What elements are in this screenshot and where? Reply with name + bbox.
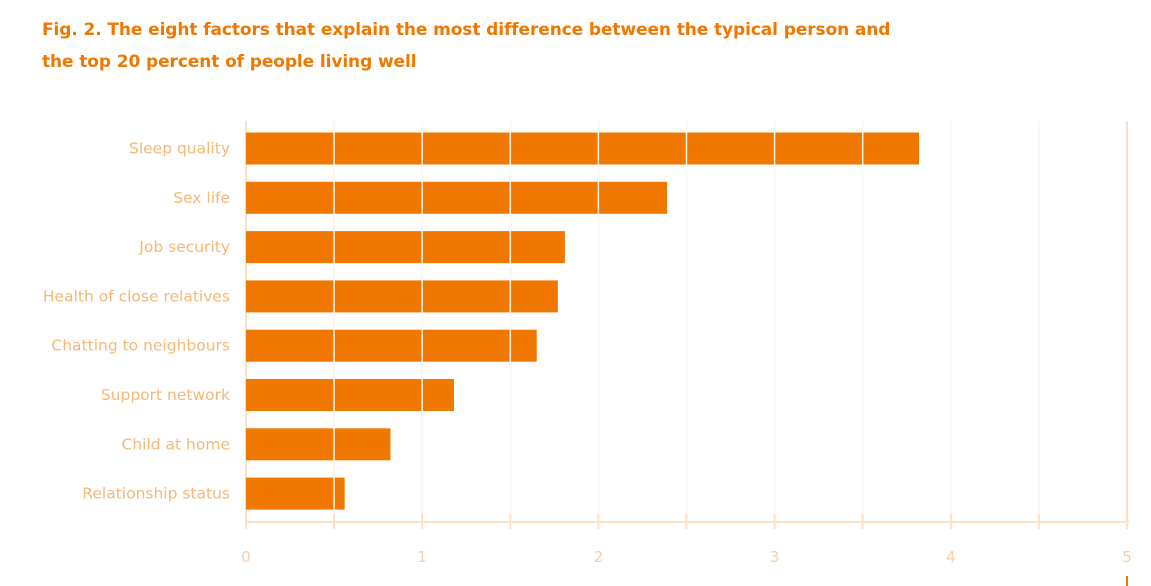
x-tick-label: 4	[946, 548, 956, 566]
category-label: Relationship status	[82, 485, 230, 503]
category-label: Job security	[138, 238, 230, 256]
bar-job-security	[246, 231, 565, 264]
category-label: Chatting to neighbours	[51, 337, 230, 355]
x-tick-label: 2	[594, 548, 604, 566]
bar-sex-life	[246, 181, 668, 214]
category-label: Child at home	[122, 435, 230, 453]
chart-title-line-2: the top 20 percent of people living well	[42, 52, 417, 72]
category-label: Health of close relatives	[43, 287, 230, 305]
x-tick-label: 0	[241, 548, 251, 566]
x-tick-label: 1	[417, 548, 427, 566]
bar-health-of-close-relatives	[246, 280, 558, 313]
bar-child-at-home	[246, 428, 391, 461]
bar-support-network	[246, 379, 454, 411]
category-label: Sex life	[173, 189, 230, 207]
chart-title: Fig. 2. The eight factors that explain t…	[42, 14, 890, 78]
x-axis-ticks: 0 1 2 3 4 5	[241, 548, 1132, 586]
category-labels: Sleep quality Sex life Job security Health …	[43, 140, 230, 503]
bar-sleep-quality	[246, 132, 920, 165]
category-label: Support network	[101, 386, 230, 404]
chart-title-line-1: Fig. 2. The eight factors that explain t…	[42, 20, 891, 40]
x-tick-label: 3	[770, 548, 780, 566]
bar-chatting-to-neighbours	[246, 329, 537, 362]
category-label: Sleep quality	[129, 140, 230, 158]
bar-layer	[246, 121, 1040, 514]
x-tick-label: 5	[1122, 548, 1132, 566]
bar-relationship-status	[246, 477, 345, 510]
